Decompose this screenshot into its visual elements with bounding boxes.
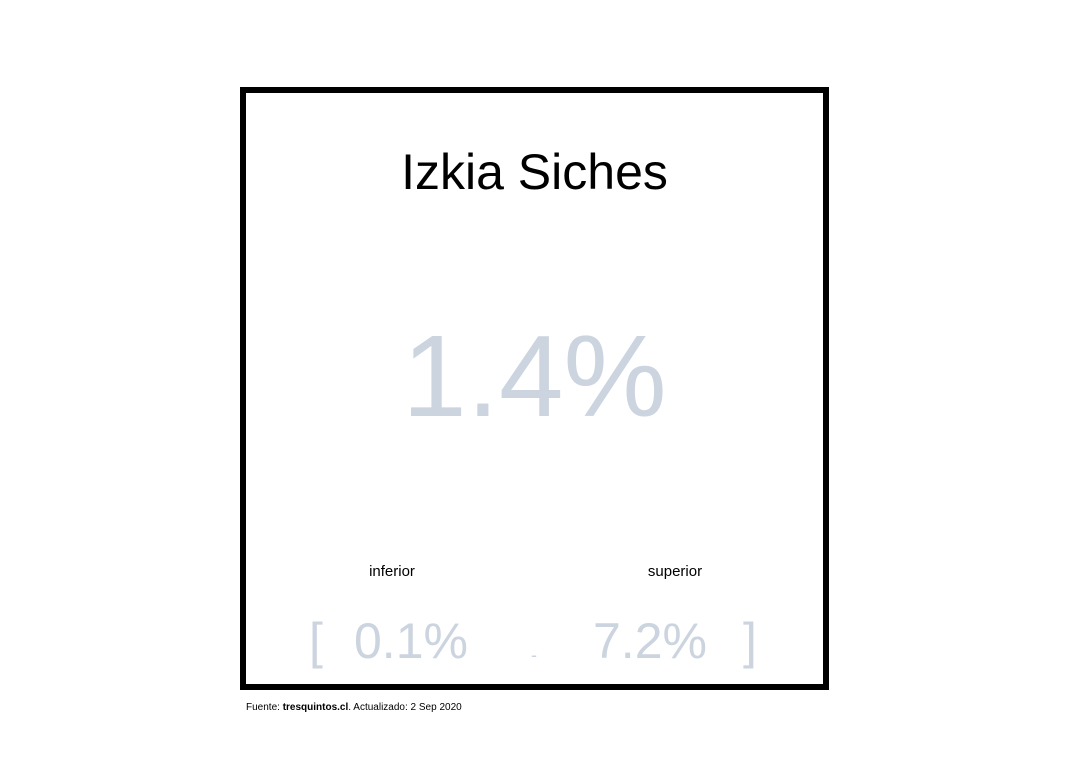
footer-prefix: Fuente: (246, 702, 283, 713)
lower-bound-value: 0.1% (354, 613, 468, 669)
footer-updated: . Actualizado: 2 Sep 2020 (348, 702, 462, 713)
footer-source-link: tresquintos.cl (282, 702, 349, 713)
range-separator: - (531, 645, 537, 665)
candidate-card: Izkia Siches 1.4% inferior superior [ 0.… (240, 87, 829, 690)
upper-bound-value: 7.2% (593, 613, 707, 669)
range-open-bracket: [ (309, 613, 323, 669)
range-close-bracket: ] (743, 613, 757, 669)
lower-bound-label: inferior (369, 563, 415, 580)
source-footer: Fuente: tresquintos.cl. Actualizado: 2 S… (246, 701, 462, 715)
upper-bound-label: superior (647, 563, 703, 580)
estimate-value: 1.4% (402, 311, 667, 441)
candidate-name: Izkia Siches (401, 144, 668, 200)
